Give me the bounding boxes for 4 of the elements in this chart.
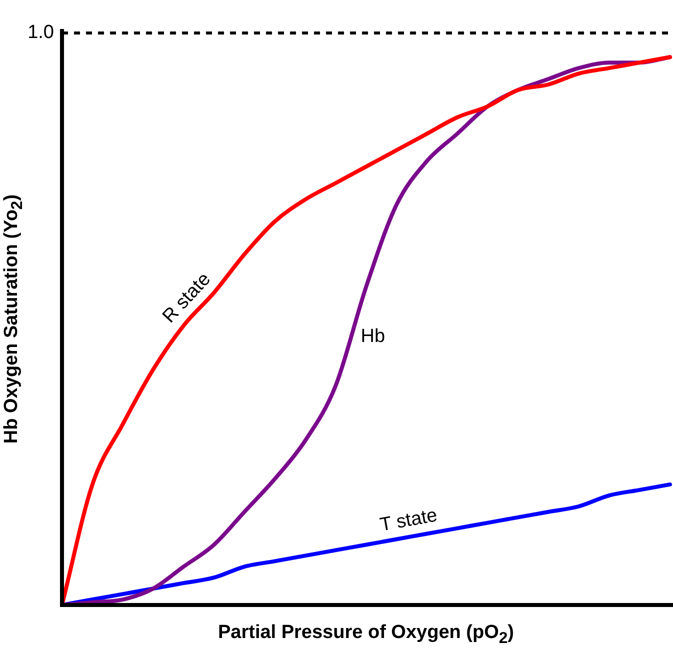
ref-line-label: 1.0 [28,22,54,44]
series-label: Hb [360,326,386,347]
text: T state [378,505,439,536]
x-axis-title: Partial Pressure of Oxygen (pO$_{2}$) [216,622,515,648]
